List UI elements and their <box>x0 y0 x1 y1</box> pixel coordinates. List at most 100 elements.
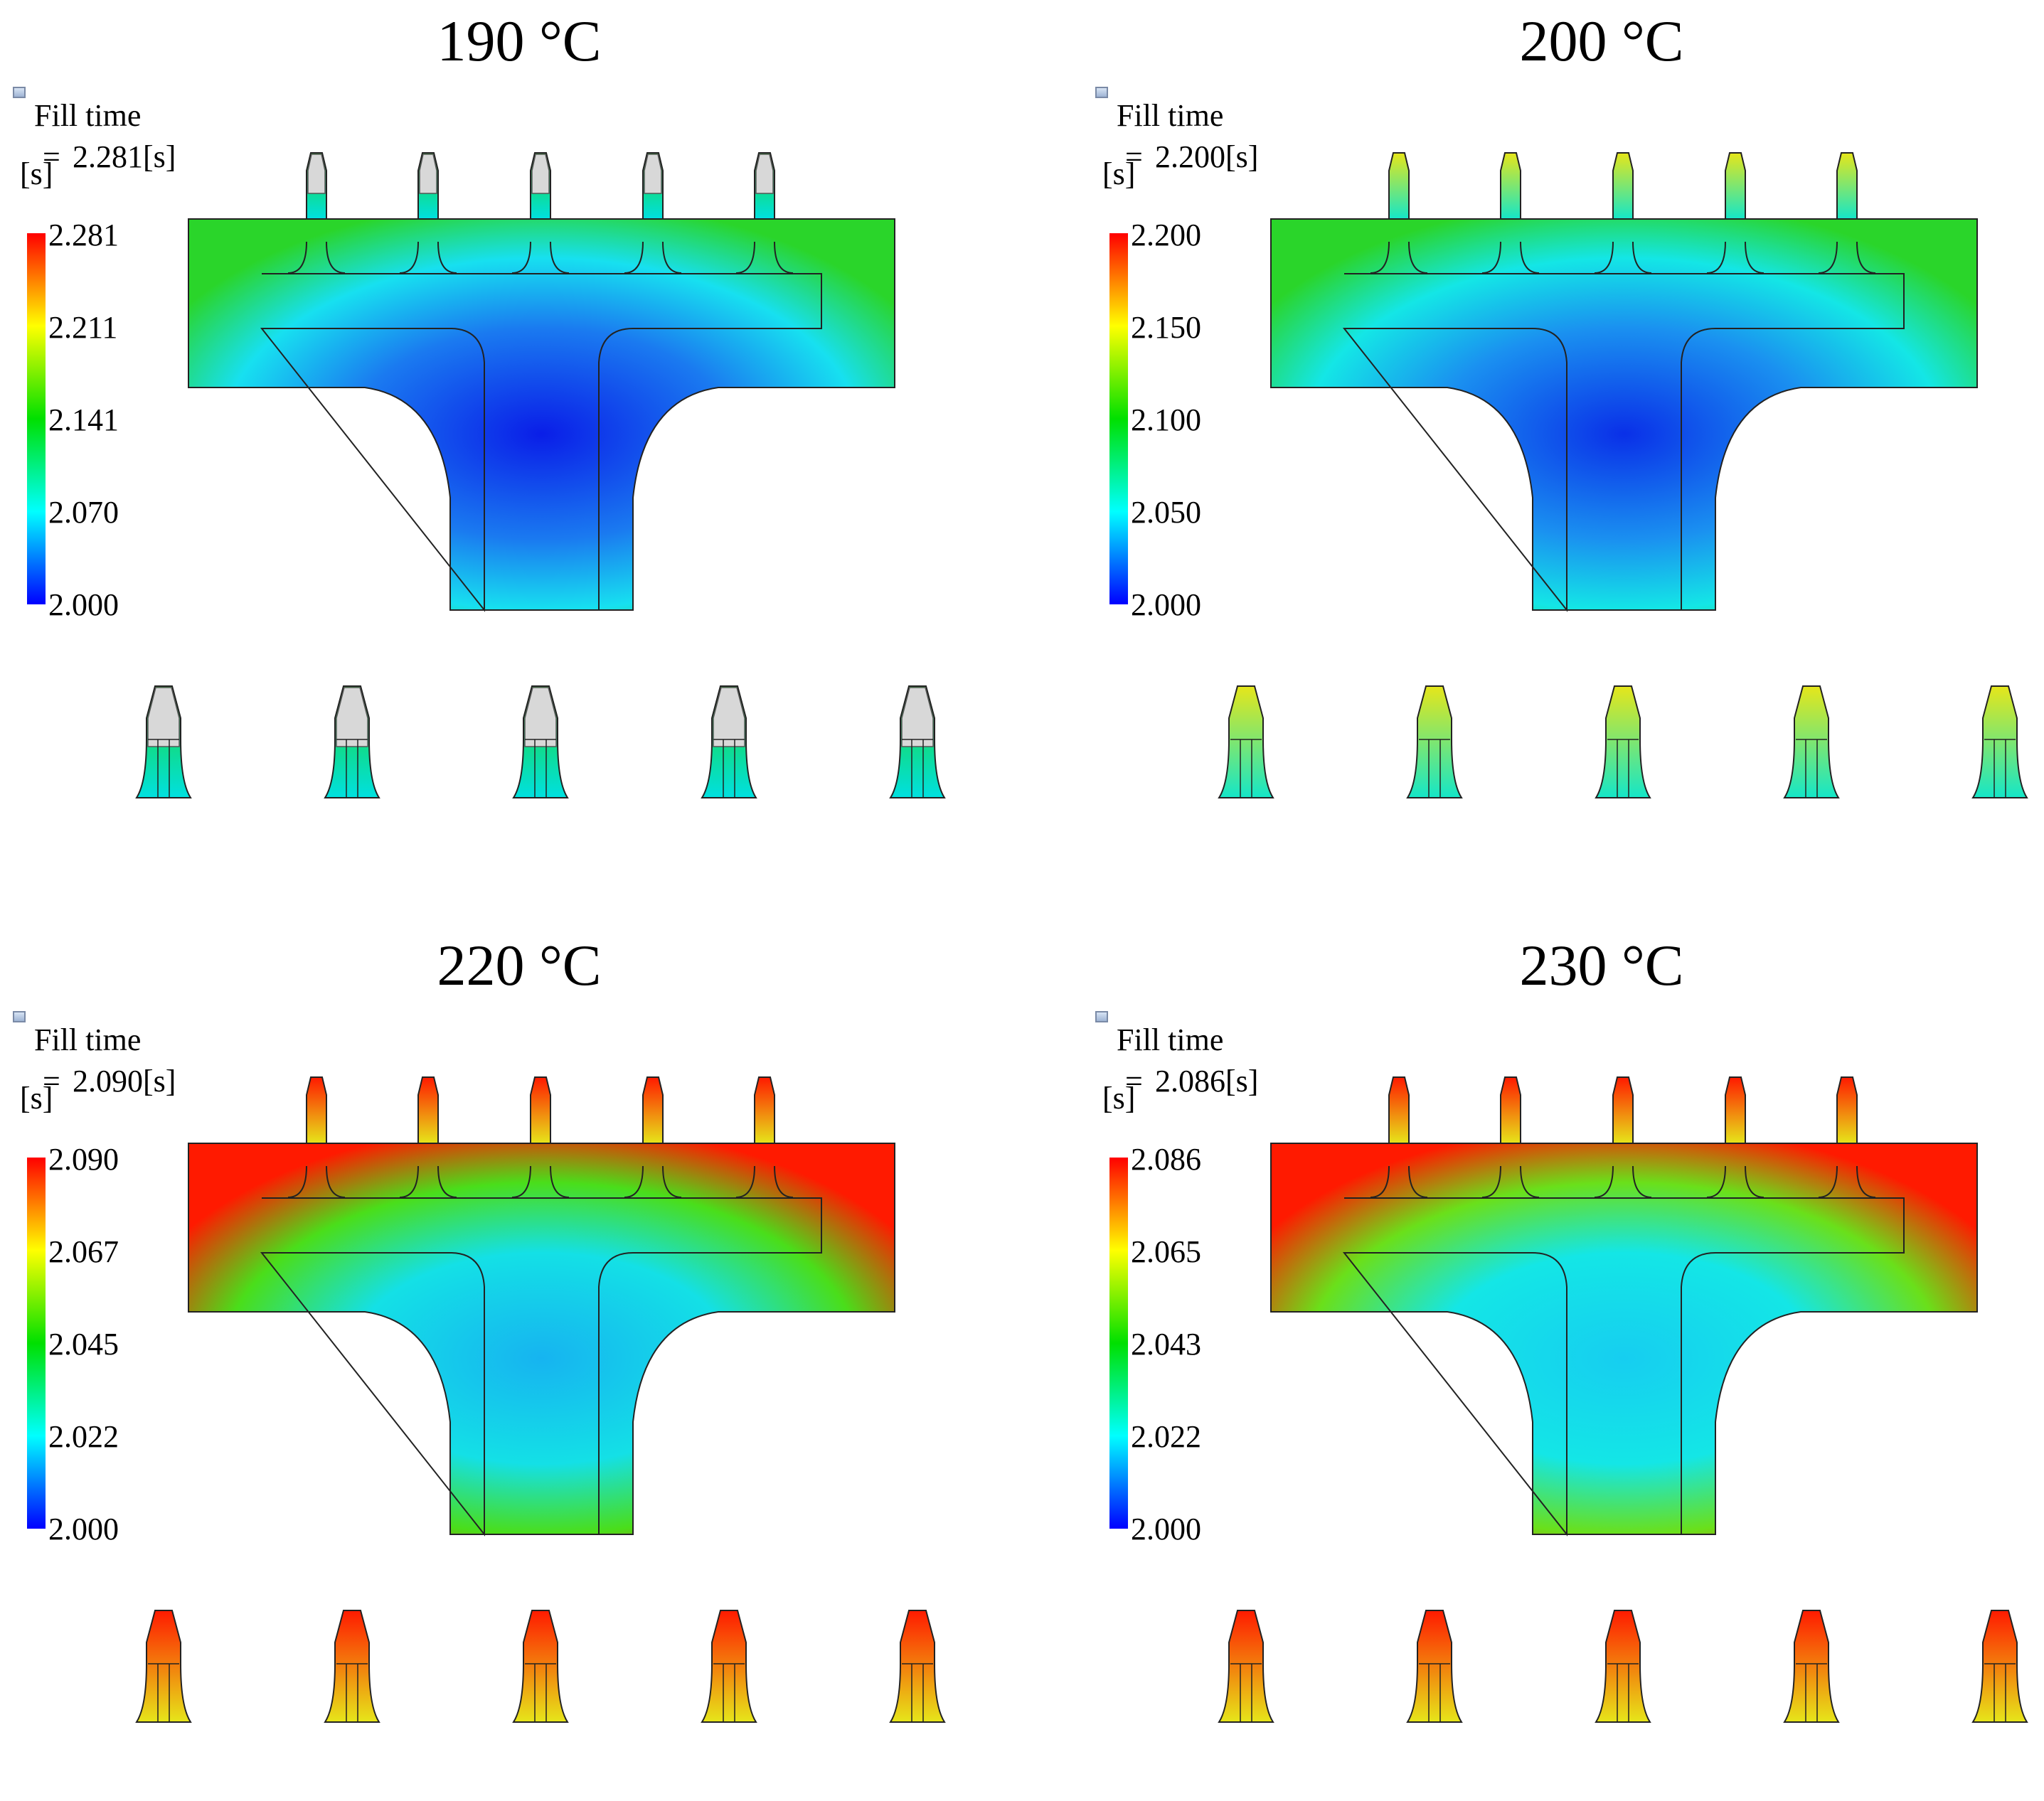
tip-side-view <box>701 685 757 798</box>
legend-icon <box>1095 87 1108 98</box>
gate <box>1370 152 1428 274</box>
legend-equals: = <box>1125 1064 1143 1099</box>
legend-equals: = <box>43 139 60 174</box>
legend-max-value: 2.090[s] <box>73 1064 176 1099</box>
scale-tick: 2.090 <box>48 1142 119 1177</box>
tip-side-view <box>1783 1610 1840 1723</box>
legend-title: Fill time <box>34 1022 142 1057</box>
legend-equals: = <box>43 1064 60 1099</box>
tip-side-view <box>1783 685 1840 798</box>
scale-tick: 2.211 <box>48 310 118 345</box>
scale-tick: 2.045 <box>48 1327 119 1362</box>
scale-tick: 2.050 <box>1131 495 1201 530</box>
part-body <box>188 218 895 611</box>
part-body <box>1270 218 1978 611</box>
legend-equals: = <box>1125 139 1143 174</box>
gate <box>1594 1076 1652 1198</box>
fill-time-contour-plot <box>1218 1076 2028 1723</box>
tip-side-view <box>324 685 380 798</box>
t-shaped-part <box>1270 1143 1978 1537</box>
panel-title: 200 °C <box>1519 9 1684 73</box>
tip-side-view <box>512 685 569 798</box>
scale-tick: 2.281 <box>48 218 119 252</box>
tip-side-view <box>1406 1610 1463 1723</box>
legend-header: Fill time [s] = 2.281[s] <box>13 87 198 201</box>
part-body <box>188 1143 895 1535</box>
gate <box>1594 152 1652 274</box>
gate <box>399 152 457 274</box>
color-scale-bar <box>1109 233 1128 604</box>
tip-side-view <box>1406 685 1463 798</box>
tip-side-view <box>135 685 192 798</box>
gate <box>1706 152 1764 274</box>
legend-title: Fill time <box>1117 98 1224 133</box>
tip-side-view <box>701 1610 757 1723</box>
panel-title: 220 °C <box>437 933 602 998</box>
panel-title: 190 °C <box>437 9 602 73</box>
color-scale-bar <box>27 233 46 604</box>
panel-200c: 200 °C Fill time [s] = 2.200[s] 2.200 2.… <box>1082 0 2044 877</box>
legend-max-value: 2.281[s] <box>73 139 176 174</box>
tip-side-view <box>1218 685 1274 798</box>
fill-time-contour-plot <box>135 1076 946 1723</box>
scale-tick: 2.086 <box>1131 1142 1201 1177</box>
scale-tick: 2.022 <box>1131 1419 1201 1454</box>
scale-tick: 2.043 <box>1131 1327 1201 1362</box>
scale-tick: 2.100 <box>1131 402 1201 437</box>
tip-side-view <box>135 1610 192 1723</box>
gate <box>1481 152 1540 274</box>
scale-tick: 2.200 <box>1131 218 1201 252</box>
legend-unit: [s] <box>20 156 53 191</box>
tip-side-view <box>1971 1610 2028 1723</box>
scale-tick: 2.000 <box>1131 1512 1201 1546</box>
color-scale-bar <box>27 1158 46 1529</box>
tip-side-view <box>1218 1610 1274 1723</box>
runner-outline <box>260 1197 822 1537</box>
tip-side-view <box>1595 685 1651 798</box>
legend-max-value: 2.200[s] <box>1155 139 1259 174</box>
gate <box>624 1076 682 1198</box>
part-body <box>1270 1143 1978 1535</box>
t-shaped-part <box>188 218 895 612</box>
gate <box>735 1076 794 1198</box>
panel-230c: 230 °C Fill time [s] = 2.086[s] 2.086 2.… <box>1082 924 2044 1801</box>
legend-max-value: 2.086[s] <box>1155 1064 1259 1099</box>
legend-header: Fill time [s] = 2.086[s] <box>1095 1011 1280 1125</box>
tip-side-view <box>889 1610 946 1723</box>
legend-header: Fill time [s] = 2.200[s] <box>1095 87 1280 201</box>
scale-tick: 2.000 <box>1131 587 1201 622</box>
panel-220c: 220 °C Fill time [s] = 2.090[s] 2.090 2.… <box>0 924 1022 1801</box>
legend-icon <box>13 1011 26 1022</box>
legend-unit: [s] <box>1102 1081 1136 1116</box>
legend-title: Fill time <box>1117 1022 1224 1057</box>
legend-icon <box>13 87 26 98</box>
scale-tick: 2.067 <box>48 1234 119 1269</box>
gate <box>511 152 570 274</box>
runner-outline <box>1342 273 1905 612</box>
legend-icon <box>1095 1011 1108 1022</box>
gate <box>624 152 682 274</box>
color-scale-bar <box>1109 1158 1128 1529</box>
gate <box>1818 152 1876 274</box>
scale-tick: 2.070 <box>48 495 119 530</box>
legend-header: Fill time [s] = 2.090[s] <box>13 1011 198 1125</box>
gate <box>1706 1076 1764 1198</box>
scale-tick: 2.065 <box>1131 1234 1201 1269</box>
scale-tick: 2.141 <box>48 402 119 437</box>
gate <box>1818 1076 1876 1198</box>
gate <box>735 152 794 274</box>
gate <box>1370 1076 1428 1198</box>
gate <box>287 1076 346 1198</box>
scale-tick: 2.000 <box>48 587 119 622</box>
scale-tick: 2.000 <box>48 1512 119 1546</box>
legend-unit: [s] <box>20 1081 53 1116</box>
t-shaped-part <box>188 1143 895 1537</box>
scale-tick: 2.150 <box>1131 310 1201 345</box>
tip-side-view <box>324 1610 380 1723</box>
t-shaped-part <box>1270 218 1978 612</box>
gate <box>399 1076 457 1198</box>
gate <box>287 152 346 274</box>
gate <box>1481 1076 1540 1198</box>
scale-tick: 2.022 <box>48 1419 119 1454</box>
fill-time-contour-plot <box>135 152 946 798</box>
